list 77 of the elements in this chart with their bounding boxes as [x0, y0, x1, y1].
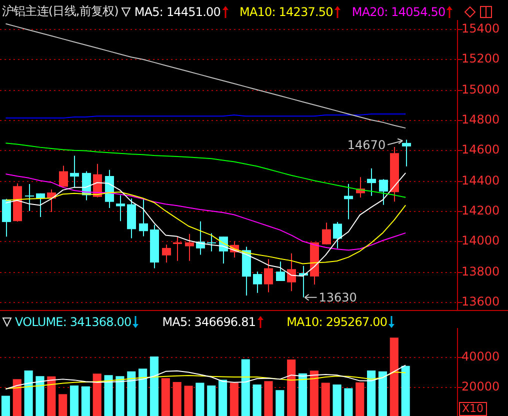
chart-title: 沪铝主连(日线,前复权) [2, 3, 118, 20]
bar [196, 382, 204, 416]
bar [230, 382, 238, 416]
bar [104, 375, 113, 416]
text: MA5: 14451.00 [134, 4, 221, 18]
candlestick [253, 271, 262, 294]
bar [241, 359, 250, 416]
bar [138, 368, 148, 416]
text: MA20: 14054.50 [352, 4, 446, 18]
candlestick [207, 232, 216, 252]
bar [127, 371, 136, 416]
bar [218, 380, 228, 416]
y-tick-label: 15400 [462, 22, 500, 36]
bar [47, 376, 56, 416]
bar [401, 366, 410, 416]
candlestick [367, 168, 376, 196]
annotation: 14670 [347, 138, 386, 152]
bar [252, 384, 262, 416]
bar [58, 394, 68, 416]
y-tick-label: 14200 [462, 204, 500, 218]
candlestick [59, 165, 68, 188]
bar [356, 382, 364, 416]
bar [184, 386, 193, 416]
bar [36, 376, 44, 416]
bar [390, 338, 398, 416]
text: MA10: 295267.00 [286, 315, 388, 329]
bar [367, 370, 376, 416]
bar [344, 388, 353, 416]
candlestick [139, 198, 148, 237]
bar [92, 374, 102, 416]
y-tick-label: 20000 [462, 380, 500, 394]
y-tick-label: 40000 [462, 350, 500, 364]
candlestick [322, 222, 331, 245]
y-tick-label: 13800 [462, 264, 500, 279]
bar [332, 384, 342, 416]
y-tick-label: 14400 [462, 174, 500, 188]
bar [70, 385, 79, 416]
candlestick [116, 194, 125, 222]
text: X10 [459, 402, 487, 416]
candlestick [2, 198, 11, 238]
bar [378, 371, 388, 416]
candlestick [70, 155, 79, 188]
y-tick-label: 13600 [462, 294, 500, 309]
y-tick-label: 15200 [462, 52, 500, 66]
bar [172, 382, 182, 416]
annotation: 13630 [318, 290, 357, 304]
bar [81, 386, 90, 416]
candlestick [162, 244, 171, 263]
bar [150, 356, 159, 416]
bar [207, 385, 216, 416]
y-tick-label: 15000 [462, 82, 500, 97]
bar [321, 382, 330, 416]
y-tick-label: 14800 [462, 112, 500, 127]
text: MA10: 14237.50 [240, 4, 333, 18]
bar [298, 373, 308, 416]
candlestick [333, 222, 342, 249]
bar [161, 378, 170, 416]
candlestick [379, 178, 388, 206]
bar [1, 396, 10, 416]
bar [264, 381, 273, 416]
bar [310, 370, 318, 416]
candlestick [185, 233, 194, 262]
bar [24, 370, 33, 416]
candlestick [25, 183, 34, 212]
text: MA5: 346696.81 [162, 315, 256, 329]
candlestick [344, 183, 353, 220]
candlestick [287, 252, 296, 292]
bar [276, 390, 284, 416]
y-tick-label: 14000 [462, 234, 500, 248]
bar [12, 379, 22, 416]
bar [116, 376, 124, 416]
y-tick-label: 14600 [462, 142, 500, 157]
candlestick [173, 236, 182, 262]
text: VOLUME: 341368.00 [15, 315, 132, 329]
candlestick [264, 258, 273, 293]
bar [287, 360, 296, 416]
candlestick [276, 260, 285, 282]
